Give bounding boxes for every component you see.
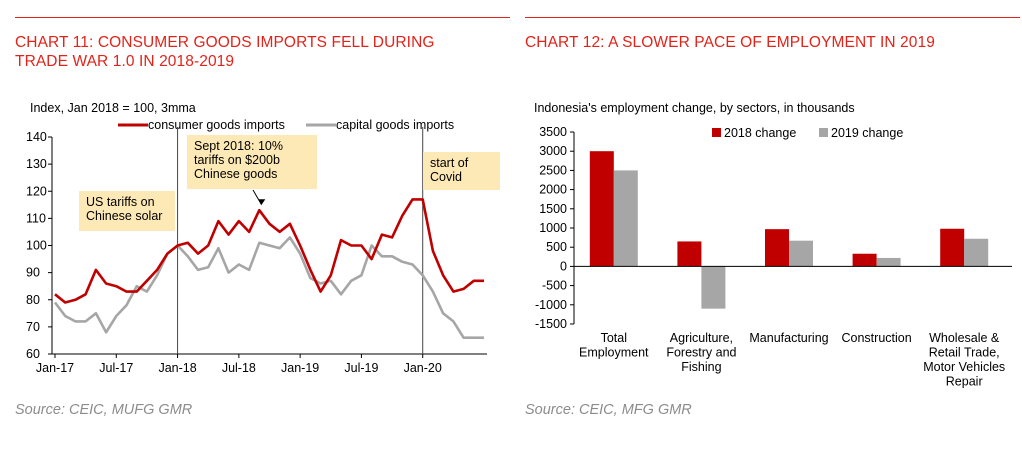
annotation-line: US tariffs on [86,195,155,209]
y-tick-label-1000: 1000 [539,221,567,235]
x-tick-label-Jul-17: Jul-17 [99,361,133,375]
annotation-line: Chinese goods [194,167,277,181]
x-tick-label-Jan-20: Jan-20 [404,361,442,375]
chart11-source: Source: CEIC, MUFG GMR [15,402,193,418]
y-tick-label-130: 130 [26,157,47,171]
legend-label-1: 2019 change [831,126,903,140]
y-tick-label--500: -500 [542,279,567,293]
chart12-title: CHART 12: A SLOWER PACE OF EMPLOYMENT IN… [525,34,935,51]
category-label-line: Agriculture, [670,331,733,345]
chart11-panel: CHART 11: CONSUMER GOODS IMPORTS FELL DU… [15,17,510,418]
series-line-capital-goods [53,236,484,339]
category-label-line: Forestry and [666,346,736,360]
chart11-title-line1: CHART 11: CONSUMER GOODS IMPORTS FELL DU… [15,34,435,51]
x-tick-label-Jan-19: Jan-19 [281,361,319,375]
category-label-line: Retail Trade, [929,346,1000,360]
category-label-line: Construction [842,331,912,345]
category-label-line: Wholesale & [929,331,1000,345]
y-tick-label-1500: 1500 [539,202,567,216]
chart12-panel: CHART 12: A SLOWER PACE OF EMPLOYMENT IN… [512,0,1022,454]
y-tick-label-110: 110 [26,211,46,225]
bar-2018-0 [589,151,614,267]
bar-2019-0 [613,170,638,267]
bar-2019-1 [701,266,726,309]
y-tick-label-90: 90 [26,266,40,280]
bar-2018-1 [677,241,702,267]
y-tick-label--1000: -1000 [535,298,567,312]
annotation-box [79,191,175,231]
annotation-line: start of [430,156,469,170]
chart11-line-chart: Index, Jan 2018 = 100, 3mma consumer good… [26,101,500,375]
bar-2018-3 [852,253,877,267]
category-label-2: Manufacturing [749,331,828,345]
x-tick-label-Jul-18: Jul-18 [222,361,256,375]
category-label-line: Fishing [681,360,721,374]
chart11-title-line2: TRADE WAR 1.0 IN 2018-2019 [15,53,235,70]
category-label-0: Total Employment [579,331,649,360]
chart11-top-rule [15,17,510,18]
category-label-line: Manufacturing [749,331,828,345]
x-tick-label-Jul-19: Jul-19 [344,361,378,375]
legend-swatch-0 [712,128,721,137]
chart11-y-axis-label: Index, Jan 2018 = 100, 3mma [30,101,196,115]
category-label-line: Total [601,331,627,345]
y-tick-label--1500: -1500 [535,317,567,331]
bar-2019-4 [964,238,989,267]
bar-2019-2 [789,240,813,267]
series-line-consumer-goods [54,198,484,304]
y-tick-label-100: 100 [26,239,47,253]
legend-label-1: capital goods imports [336,118,454,132]
annotation-box [423,152,500,190]
annotation-box [187,135,317,189]
category-label-line: Motor Vehicles [923,360,1005,374]
x-tick-label-Jan-18: Jan-18 [158,361,196,375]
bar-2018-2 [765,229,789,267]
category-label-line: Repair [946,375,983,389]
legend-label-0: consumer goods imports [148,118,285,132]
y-tick-label-80: 80 [26,293,40,307]
y-tick-label-120: 120 [26,184,47,198]
annotation-line: tariffs on $200b [194,153,280,167]
y-tick-label-70: 70 [26,320,40,334]
annotation-line: Sept 2018: 10% [194,139,283,153]
chart12-bar-chart: Indonesia's employment change, by sector… [534,101,1012,389]
category-label-line: Employment [579,346,649,360]
legend-label-0: 2018 change [724,126,796,140]
chart11-legend: consumer goods imports capital goods impo… [118,118,454,132]
chart11-title: CHART 11: CONSUMER GOODS IMPORTS FELL DU… [15,33,435,71]
category-label-4: Wholesale & Retail Trade, Motor Vehicles Re… [923,331,1005,389]
category-label-1: Agriculture, Forestry and Fishing [666,331,736,374]
y-tick-label-3000: 3000 [539,144,567,158]
legend-swatch-1 [819,128,828,137]
bar-2018-4 [940,228,965,267]
x-tick-label-Jan-17: Jan-17 [36,361,74,375]
category-label-3: Construction [842,331,912,345]
y-tick-label-2000: 2000 [539,183,567,197]
y-tick-label-60: 60 [26,347,40,361]
y-tick-label-2500: 2500 [539,163,567,177]
annotation-line: Covid [430,170,462,184]
annotation-line: Chinese solar [86,209,162,223]
chart12-legend: 2018 change 2019 change [712,126,903,140]
y-tick-label-3500: 3500 [539,125,567,139]
bar-2019-3 [876,257,901,267]
y-tick-label-140: 140 [26,130,47,144]
chart12-subtitle: Indonesia's employment change, by sector… [534,101,855,115]
chart12-source: Source: CEIC, MFG GMR [525,402,692,418]
y-tick-label-0: 0 [560,259,567,273]
y-tick-label-500: 500 [546,240,567,254]
annotation-arrowhead [258,199,266,206]
chart12-top-rule [525,17,1020,18]
